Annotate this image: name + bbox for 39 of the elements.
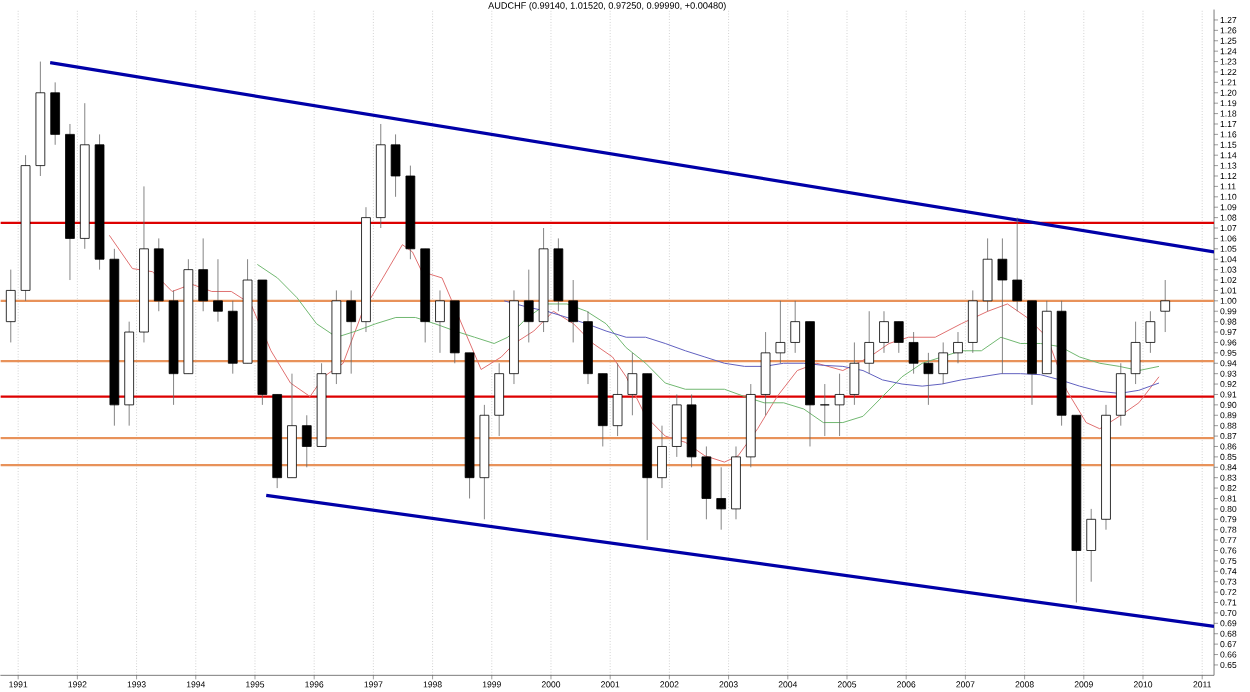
candlestick: [1130, 321, 1141, 385]
candlestick: [997, 238, 1008, 375]
candlestick: [834, 373, 845, 437]
candlestick: [1086, 508, 1097, 583]
candlestick: [568, 279, 579, 344]
candlestick: [893, 321, 904, 354]
candlestick: [390, 134, 401, 198]
candlestick: [657, 425, 667, 489]
candlestick: [346, 290, 357, 375]
candlestick: [864, 311, 875, 375]
candlestick: [953, 331, 963, 364]
candlestick: [701, 446, 712, 521]
candlestick: [198, 238, 209, 312]
candlestick: [1160, 279, 1171, 333]
candlestick: [627, 352, 638, 416]
candlestick: [435, 290, 445, 354]
candlestick: [523, 269, 534, 344]
candlestick: [494, 363, 505, 437]
candlestick: [879, 311, 889, 354]
candlestick: [775, 300, 786, 364]
candlestick: [923, 352, 934, 406]
candlestick: [938, 342, 949, 385]
candlestick: [301, 415, 312, 468]
candlestick: [213, 259, 223, 323]
candlestick: [1145, 311, 1156, 354]
candlestick: [716, 467, 727, 531]
candlestick: [790, 300, 801, 354]
candlestick: [612, 363, 623, 437]
candlestick: [849, 342, 860, 406]
candlestick: [908, 331, 919, 375]
candlestick: [5, 269, 16, 344]
candlestick: [760, 331, 771, 416]
candlestick: [1012, 217, 1023, 312]
candlestick: [50, 82, 60, 146]
candlestick: [967, 290, 978, 354]
candlestick: [1115, 363, 1126, 427]
candlestick: [819, 383, 830, 437]
candlestick: [671, 394, 682, 458]
candlestick: [982, 238, 993, 312]
